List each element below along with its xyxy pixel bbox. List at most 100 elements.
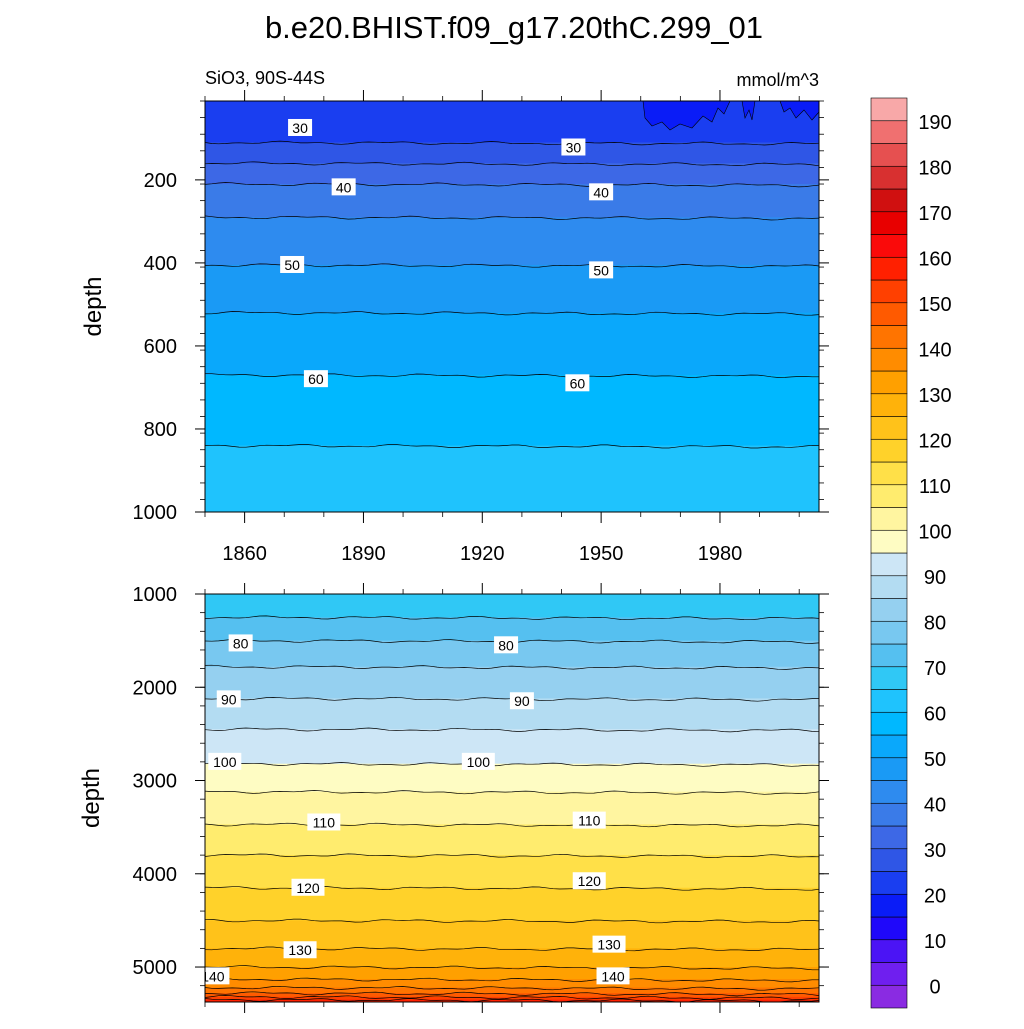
colorbar-tick-label: 130 xyxy=(918,385,951,407)
y-tick-label: 1000 xyxy=(133,584,178,606)
contour-band-55 xyxy=(205,312,819,376)
contour-band-45 xyxy=(205,217,819,266)
contour-label-box xyxy=(461,752,495,770)
contour-label-box xyxy=(216,690,241,708)
contour-line-30 xyxy=(205,140,819,146)
colorbar-tick-label: 160 xyxy=(918,248,951,270)
contour-line-75 xyxy=(205,615,819,621)
colorbar-box xyxy=(870,416,908,440)
y-tick-label: 400 xyxy=(144,253,177,275)
contour-label-box xyxy=(596,967,630,985)
colorbar-tick-label: 100 xyxy=(918,521,951,543)
contour-band-155 xyxy=(205,996,819,1001)
lower-panel: 80 80 90 90 100 100 110 110 120 120 130 130 140 140 10… xyxy=(78,583,829,1013)
contour-label: 120 xyxy=(572,872,606,890)
colorbar-box xyxy=(870,438,908,463)
contour-band-60 xyxy=(205,375,819,447)
contour-label-text: 30 xyxy=(566,139,582,155)
colorbar-box xyxy=(870,325,908,349)
contour-band-140 xyxy=(205,979,819,989)
contour-label-text: 60 xyxy=(570,375,586,391)
y-tick-label: 2000 xyxy=(133,677,178,699)
contour-label-text: 110 xyxy=(578,813,601,829)
colorbar-box xyxy=(870,234,908,258)
contour-line-50 xyxy=(205,263,819,269)
surface-patch xyxy=(741,101,756,121)
contour-label-text: 100 xyxy=(467,754,491,770)
contour-line-115 xyxy=(205,853,819,858)
colorbar-box xyxy=(870,302,908,326)
contour-label-box xyxy=(283,941,317,959)
y-axis-label: depth xyxy=(78,768,105,828)
contour-line-135 xyxy=(205,965,819,971)
contour-label-text: 80 xyxy=(498,637,514,653)
plot-area: 80 80 90 90 100 100 110 110 120 120 130 130 140 140 xyxy=(205,594,819,1002)
colorbar-box xyxy=(870,620,908,645)
contour-band-40 xyxy=(205,184,819,219)
colorbar-box xyxy=(870,871,908,895)
contour-label: 60 xyxy=(303,370,328,388)
contour-label-box xyxy=(331,178,356,196)
contour-line-110 xyxy=(205,822,819,828)
contour-label: 100 xyxy=(461,752,495,770)
contour-label: 130 xyxy=(592,935,626,953)
contour-line-45 xyxy=(205,215,819,221)
x-tick-label: 1860 xyxy=(222,543,267,565)
contour-label: 120 xyxy=(291,878,325,896)
contour-band-70 xyxy=(205,594,819,619)
contour-line-145 xyxy=(205,985,819,991)
colorbar-box xyxy=(870,165,908,190)
colorbar-box xyxy=(870,939,908,963)
contour-label-text: 50 xyxy=(593,262,609,278)
contour-line-35 xyxy=(205,161,819,167)
contour-label-box xyxy=(494,636,519,654)
colorbar-box xyxy=(870,393,908,417)
colorbar-box xyxy=(870,848,908,872)
colorbar-tick-label: 140 xyxy=(918,339,951,361)
contour-label-box xyxy=(208,752,242,770)
colorbar-box xyxy=(870,256,908,281)
contour-label: 40 xyxy=(331,178,356,196)
colorbar-tick-label: 50 xyxy=(924,749,946,771)
contour-label-text: 100 xyxy=(213,754,237,770)
colorbar-box xyxy=(870,461,908,486)
contour-line-85 xyxy=(205,664,819,670)
contour-label-box xyxy=(280,255,305,273)
contour-label-box xyxy=(589,183,614,201)
contour-label: 80 xyxy=(494,636,519,654)
contour-label-text: 140 xyxy=(601,968,625,984)
contour-label: 110 xyxy=(572,811,606,829)
colorbar-box xyxy=(870,370,908,395)
colorbar-box xyxy=(870,97,908,122)
contour-label: 60 xyxy=(565,374,590,392)
contour-label-text: 120 xyxy=(296,880,320,896)
contour-label-text: 80 xyxy=(233,635,249,651)
colorbar-tick-label: 60 xyxy=(924,703,946,725)
contour-band-150 xyxy=(205,993,819,998)
contour-label: 130 xyxy=(283,941,317,959)
colorbar-box xyxy=(870,916,908,941)
colorbar-tick-label: 40 xyxy=(924,794,946,816)
contour-label-text: 40 xyxy=(336,179,352,195)
colorbar-box xyxy=(870,598,908,622)
colorbar-tick-label: 80 xyxy=(924,612,946,634)
colorbar-tick-label: 170 xyxy=(918,203,951,225)
contour-label: 50 xyxy=(280,255,305,273)
contour-label: 30 xyxy=(288,118,313,136)
y-axis-label: depth xyxy=(80,276,107,336)
contour-line-155 xyxy=(205,995,819,1000)
contour-label: 140 xyxy=(596,967,630,985)
contour-label-box xyxy=(561,138,586,156)
contour-line-100 xyxy=(205,762,819,767)
y-tick-label: 4000 xyxy=(133,864,178,886)
colorbar-box xyxy=(870,188,908,213)
contour-label-box xyxy=(307,813,341,831)
contour-label-box xyxy=(565,374,590,392)
contour-label-text: 40 xyxy=(593,184,609,200)
y-tick-label: 800 xyxy=(144,419,177,441)
contour-label-text: 30 xyxy=(292,120,308,136)
colorbar-box xyxy=(870,780,908,804)
x-tick-label: 1980 xyxy=(698,543,743,565)
contour-band-100 xyxy=(205,763,819,793)
colorbar-box xyxy=(870,757,908,781)
